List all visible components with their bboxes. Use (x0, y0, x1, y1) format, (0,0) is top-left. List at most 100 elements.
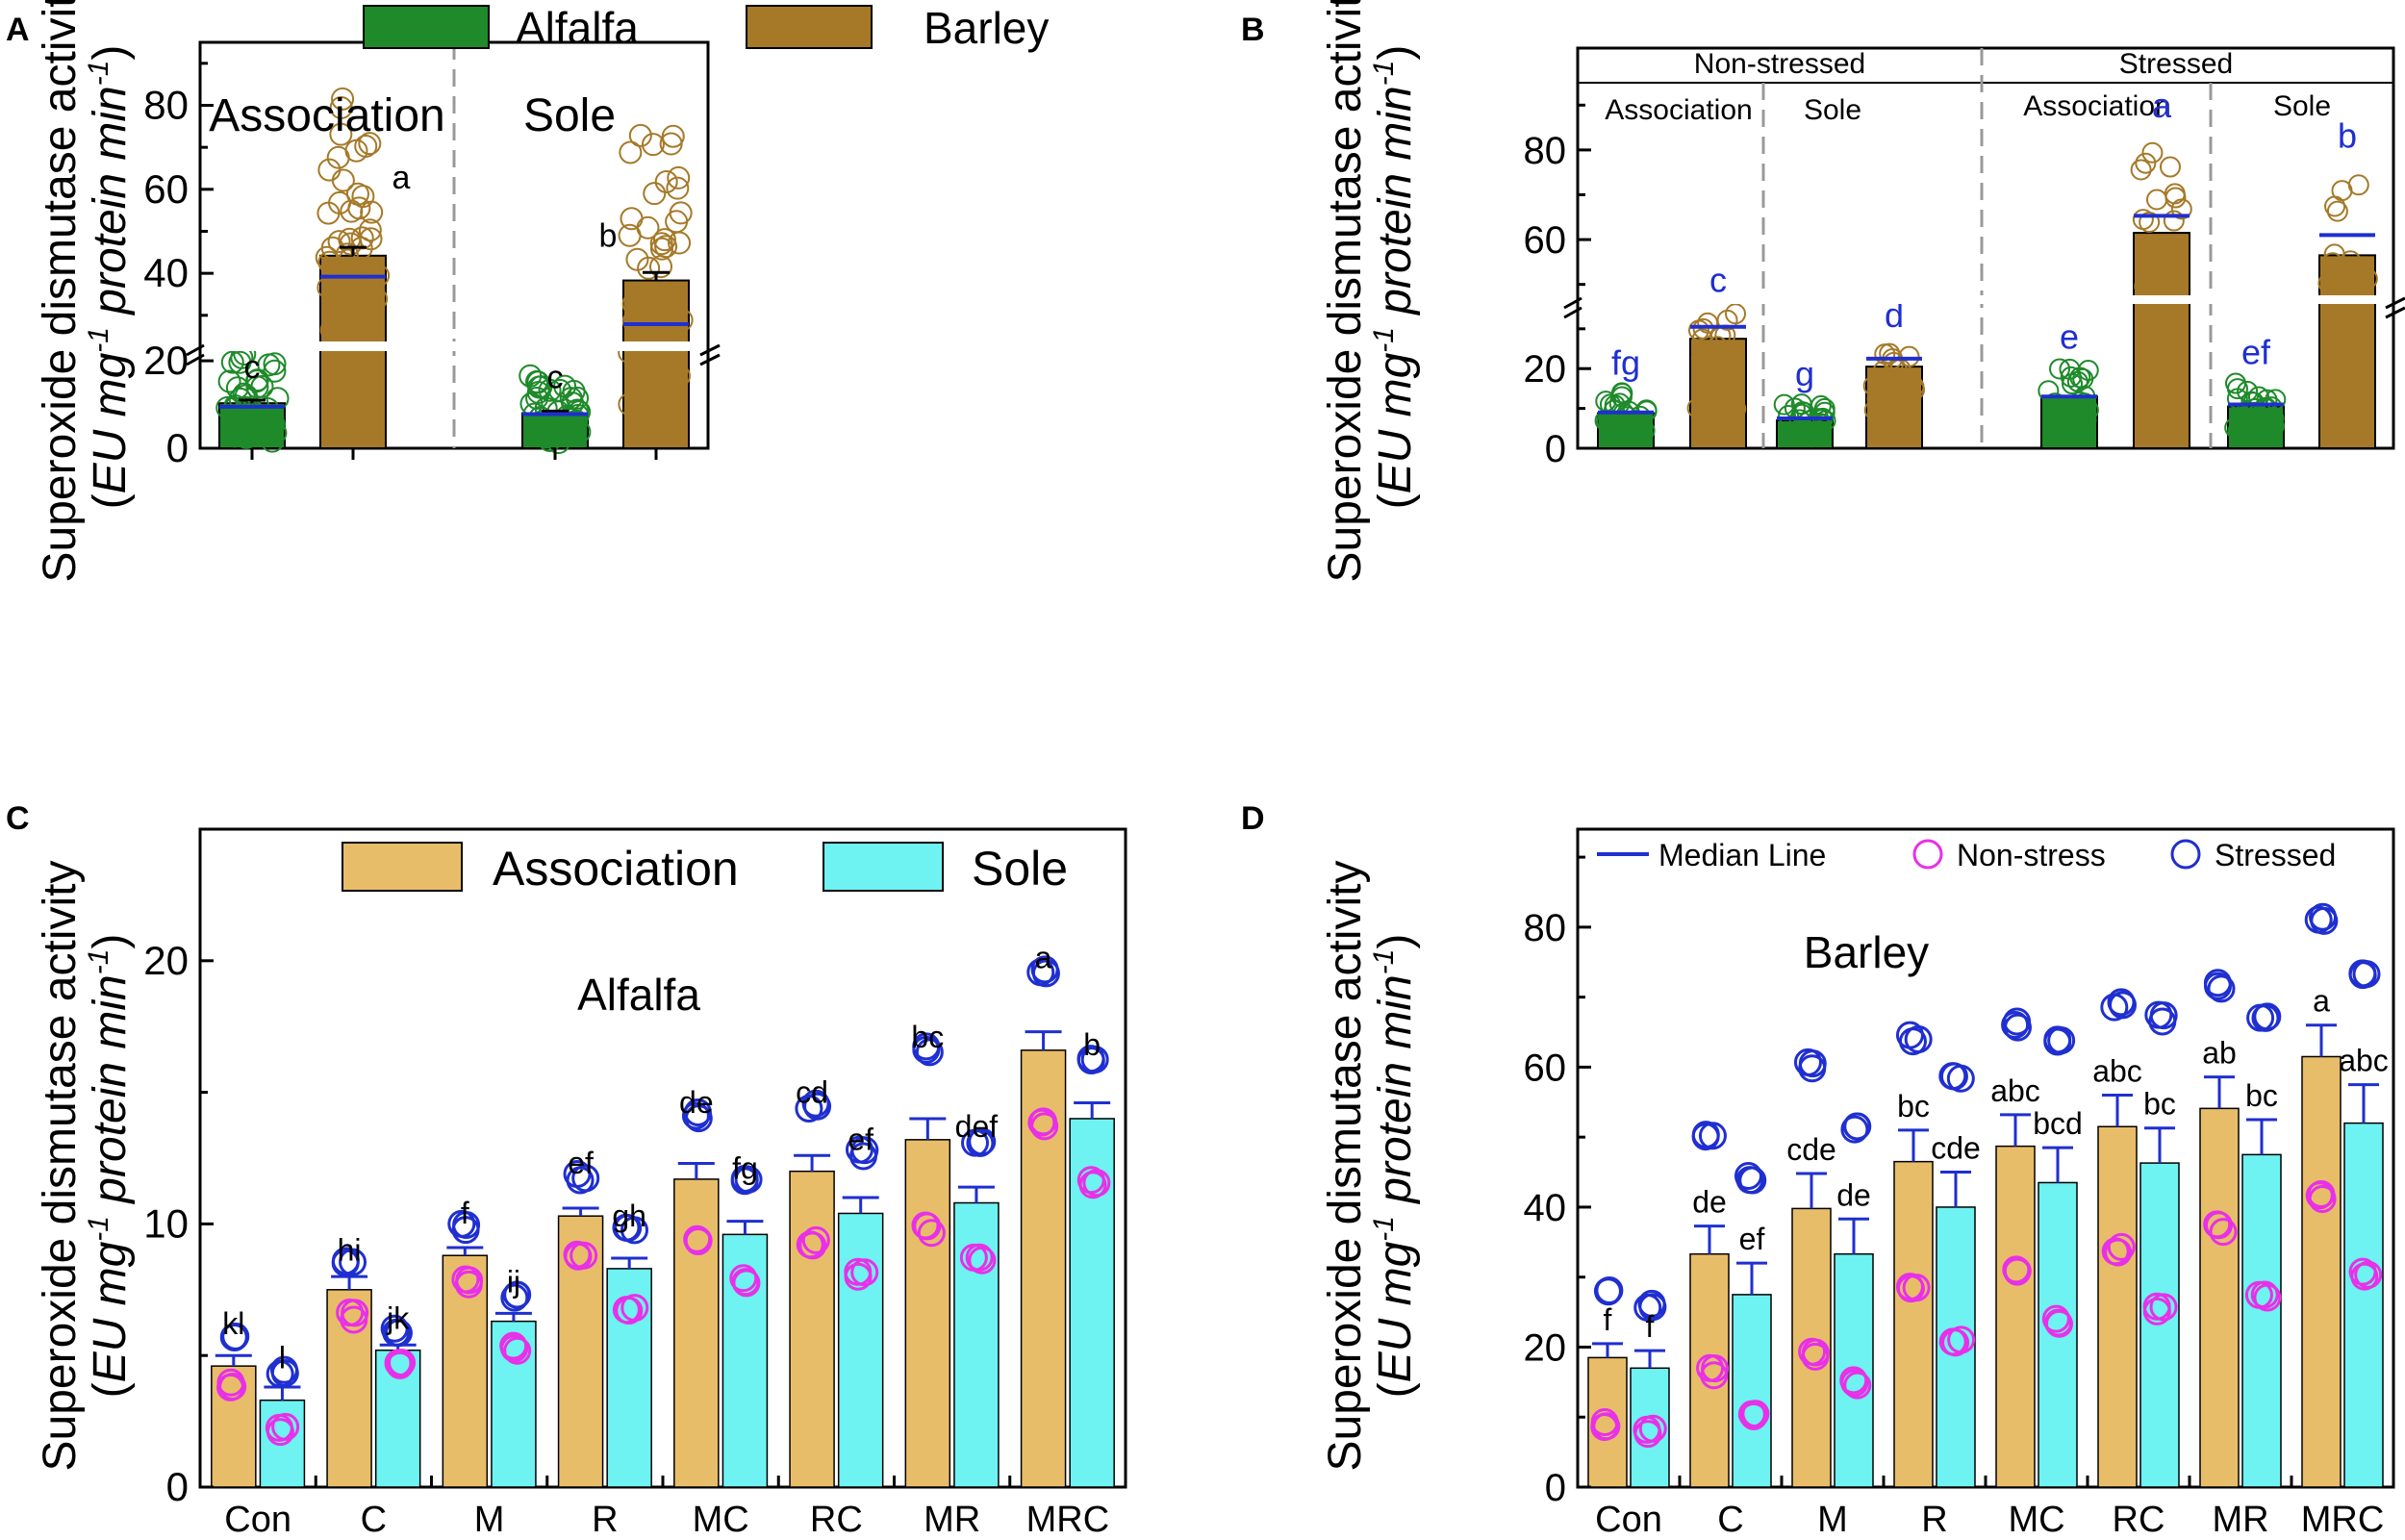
panel-c-nonstress-point (844, 1262, 873, 1291)
panel-d-nonstress-point (2209, 1218, 2238, 1247)
panel-b-point (1691, 328, 1713, 350)
panel-a-point (658, 401, 682, 425)
panel-b-header-sub: Sole (2273, 90, 2331, 122)
panel-a-point (641, 133, 665, 157)
panel-d-stressed-point (1637, 1289, 1666, 1318)
panel-b-point (2062, 373, 2084, 395)
panel-b-ytick-label: 80 (1524, 130, 1567, 172)
panel-b-point (1601, 421, 1623, 443)
panel-a-point (620, 207, 644, 231)
panel-d-xtick-label: M (1817, 1500, 1848, 1540)
panel-c-stressed-point (961, 1128, 990, 1157)
panel-d-bar (2199, 1107, 2240, 1488)
panel-a-point (329, 95, 353, 119)
panel-a-point (525, 386, 549, 410)
panel-a-ytick-label: 0 (166, 425, 189, 470)
panel-d-stressed-point (2003, 1013, 2032, 1042)
panel-b-point (2336, 320, 2358, 342)
panel-d-nonstress-point (2044, 1309, 2073, 1338)
panel-d-bar (1732, 1294, 1772, 1488)
panel-b-point (2073, 392, 2095, 415)
panel-d-nonstress-point (2003, 1256, 2032, 1285)
panel-a-legend-label: Barley (924, 3, 1049, 53)
panel-c-bar (1069, 1118, 1115, 1488)
panel-c-stressed-point (681, 1101, 710, 1130)
panel-a-point (625, 390, 649, 414)
panel-a-point (331, 87, 355, 111)
panel-c-legend-label: Sole (972, 842, 1068, 896)
panel-c-stressed-point (384, 1319, 413, 1348)
panel-b-point (1773, 393, 1795, 416)
panel-c-nonstress-point (271, 1412, 300, 1441)
panel-d-ytick-label: 20 (1524, 1326, 1567, 1369)
panel-a-point (661, 124, 685, 148)
panel-d-stressed-point (2310, 906, 2339, 935)
panel-b-break-band (1580, 295, 2392, 304)
panel-c-bar (837, 1212, 884, 1488)
panel-a-chart: c a c b 0 20 40 60 80 Association Sole Alfalfa Barle… (35, 0, 1049, 582)
panel-c-nonstress-point (968, 1246, 997, 1275)
panel-c-nonstress-point (386, 1351, 415, 1379)
panel-b-point (2237, 380, 2259, 402)
panel-b-point (2336, 274, 2358, 296)
panel-d-xtick-label: MC (2008, 1500, 2064, 1540)
panel-b-point (1692, 366, 1714, 389)
panel-c-stressed-point (684, 1104, 713, 1133)
panel-b-point (2321, 252, 2343, 274)
panel-b-point (2141, 141, 2164, 164)
panel-a-point (217, 369, 241, 393)
panel-b-ytick-label: 60 (1524, 219, 1567, 262)
panel-c-ylabel-line2: (EU mg-1 protein min-1) (83, 934, 136, 1399)
panel-d-nonstress-point (1633, 1420, 1662, 1449)
panel-a-point (654, 169, 678, 193)
panel-c-bar (211, 1365, 257, 1488)
panel-b-point (2165, 245, 2188, 267)
panel-c-nonstress-point (388, 1349, 417, 1377)
panel-c-stressed-point (801, 1089, 830, 1118)
panel-c-stressed-point (912, 1032, 941, 1061)
panel-d-sig-letter: cde (1786, 1132, 1836, 1167)
panel-d-nonstress-point (2307, 1180, 2336, 1209)
panel-a-point (619, 140, 643, 164)
panel-a-point (670, 308, 694, 332)
panel-a-point (345, 182, 369, 206)
panel-c-xtick-label: MR (924, 1500, 980, 1540)
panel-a-group-label: Sole (523, 90, 616, 141)
panel-a-point (346, 369, 370, 393)
panel-a-point (344, 139, 368, 163)
panel-a-point (257, 353, 281, 377)
panel-c-sig-letter: f (461, 1196, 469, 1230)
panel-d-ytick-label: 0 (1545, 1467, 1566, 1509)
panel-b-point (1863, 399, 1886, 421)
panel-b-point (2164, 187, 2187, 209)
panel-c-sig-letter: cd (796, 1074, 828, 1109)
panel-a-sig-letter: b (599, 218, 618, 255)
panel-d-stressed-point (1946, 1064, 1975, 1093)
panel-c-sig-letter: l (279, 1341, 286, 1376)
panel-a-point (638, 306, 662, 330)
panel-c-sig-letter: fg (732, 1151, 758, 1186)
panel-c-ytick-label: 0 (166, 1464, 189, 1509)
panel-d-stressed-point (1734, 1162, 1762, 1191)
panel-b-point (1904, 379, 1926, 401)
panel-c-xtick-label: Con (224, 1500, 291, 1540)
panel-c-bar (904, 1139, 951, 1488)
panel-b-point (2159, 156, 2181, 178)
panel-a-point (358, 132, 382, 156)
panel-a-point (665, 210, 689, 234)
panel-c-sig-letter: bc (911, 1020, 944, 1054)
panel-d-nonstress-point (2204, 1211, 2233, 1240)
panel-d-stressed-point (1793, 1048, 1822, 1076)
panel-a-point (559, 387, 583, 411)
panel-c-ylabel-line1: Superoxide dismutase activity (35, 861, 86, 1472)
panel-d-nonstress-point (1739, 1401, 1768, 1430)
panel-d-nonstress-point (2107, 1232, 2136, 1261)
panel-c-stressed-point (620, 1216, 648, 1245)
panel-d-nonstress-point (2253, 1283, 2282, 1312)
panel-c-nonstress-point (965, 1243, 994, 1272)
panel-label-c: C (6, 800, 30, 837)
panel-d-stressed-point (1633, 1293, 1662, 1322)
panel-d-nonstress-point (2348, 1257, 2377, 1286)
panel-a-point (568, 400, 592, 424)
panel-b-point (2043, 417, 2065, 439)
